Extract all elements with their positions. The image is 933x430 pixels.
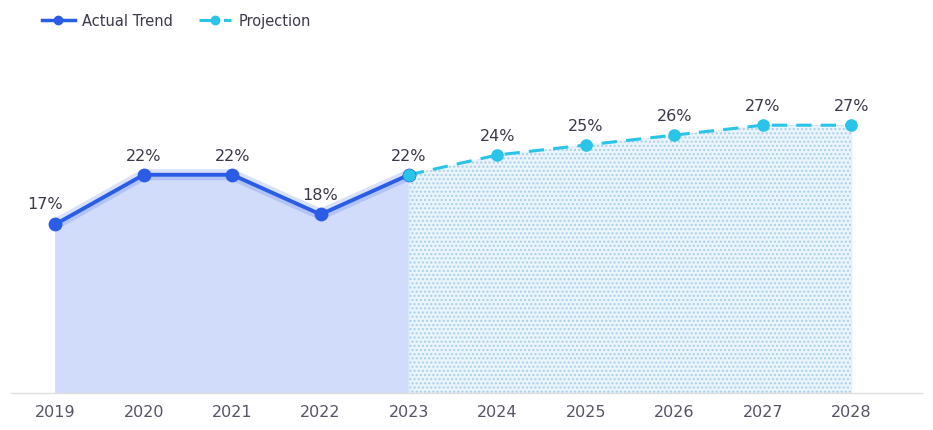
Text: 18%: 18%: [302, 188, 339, 203]
Point: [225, 172, 240, 179]
Text: 22%: 22%: [391, 148, 426, 163]
Point: [48, 221, 63, 228]
Legend: Actual Trend, Projection: Actual Trend, Projection: [36, 9, 316, 35]
Text: 22%: 22%: [126, 148, 161, 163]
Text: 25%: 25%: [568, 119, 604, 134]
Point: [755, 123, 770, 129]
Text: 17%: 17%: [27, 197, 63, 212]
Point: [401, 172, 416, 179]
Point: [401, 172, 416, 179]
Point: [578, 142, 593, 149]
Point: [490, 152, 505, 159]
Point: [667, 132, 682, 139]
Text: 24%: 24%: [480, 129, 515, 144]
Point: [843, 123, 858, 129]
Text: 27%: 27%: [833, 99, 869, 114]
Text: 22%: 22%: [215, 148, 250, 163]
Text: 26%: 26%: [657, 109, 692, 124]
Text: 27%: 27%: [745, 99, 781, 114]
Point: [136, 172, 151, 179]
Point: [313, 212, 328, 218]
